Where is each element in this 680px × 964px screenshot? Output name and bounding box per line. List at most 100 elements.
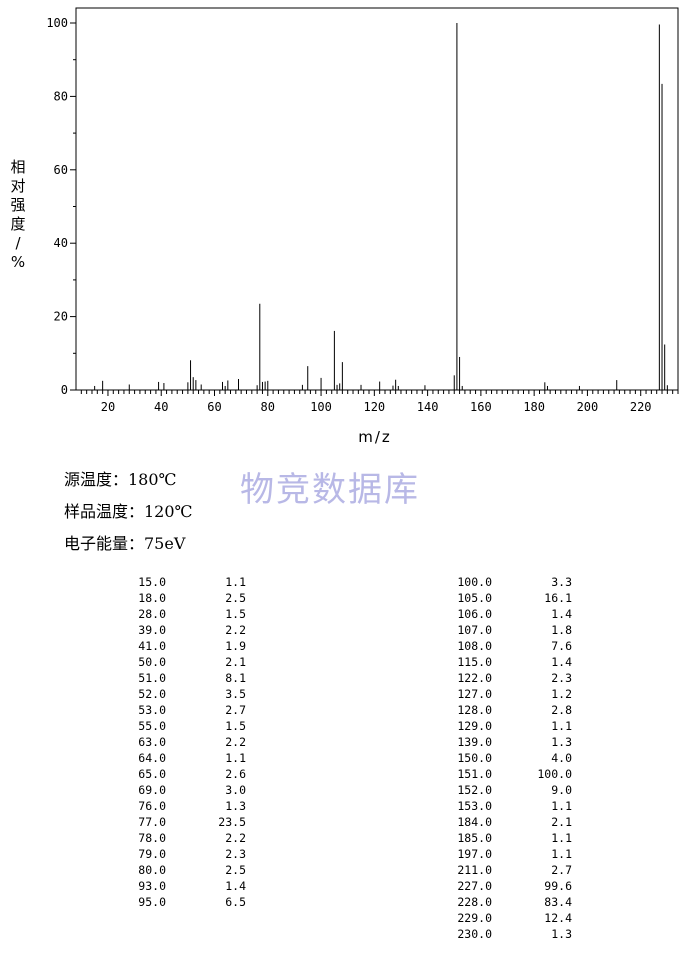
y-tick-label: 0: [61, 383, 68, 397]
peak-intensity: 1.1: [551, 719, 572, 733]
peak-mz: 107.0: [457, 623, 492, 637]
peak-mz: 64.0: [138, 751, 166, 765]
peak-mz: 79.0: [138, 847, 166, 861]
peak-row: 139.0 1.3: [428, 734, 572, 750]
peak-row: 151.0 100.0: [428, 766, 572, 782]
x-tick-label: 80: [261, 400, 275, 414]
electron-energy: 电子能量：75eV: [64, 534, 186, 553]
sample-temperature: 样品温度：120℃: [64, 502, 193, 521]
peak-mz: 50.0: [138, 655, 166, 669]
peak-mz: 93.0: [138, 879, 166, 893]
x-tick-label: 40: [154, 400, 168, 414]
peak-row: 50.0 2.1: [102, 654, 246, 670]
watermark: 物竞数据库: [240, 470, 420, 510]
peak-row: 122.0 2.3: [428, 670, 572, 686]
peak-mz: 63.0: [138, 735, 166, 749]
peak-row: 229.0 12.4: [428, 910, 572, 926]
x-axis: 20 40 60 80 100 120 140 160 180 200 220: [80, 390, 679, 414]
peak-row: 128.0 2.8: [428, 702, 572, 718]
peak-mz: 129.0: [457, 719, 492, 733]
peak-row: 65.0 2.6: [102, 766, 246, 782]
y-axis-label-char: 强: [10, 196, 26, 214]
peak-row: 228.0 83.4: [428, 894, 572, 910]
peak-mz: 106.0: [457, 607, 492, 621]
x-tick-label: 180: [523, 400, 545, 414]
peak-row: 105.0 16.1: [428, 590, 572, 606]
x-axis-label: m/z: [358, 428, 392, 446]
peak-intensity: 2.2: [225, 623, 246, 637]
source-temperature: 源温度：180℃: [64, 470, 177, 489]
y-tick-label: 20: [54, 310, 68, 324]
x-tick-label: 200: [577, 400, 599, 414]
peak-mz: 211.0: [457, 863, 492, 877]
peak-mz: 108.0: [457, 639, 492, 653]
peak-mz: 95.0: [138, 895, 166, 909]
y-axis: 0 20 40 60 80 100: [46, 16, 76, 397]
peak-row: 55.0 1.5: [102, 718, 246, 734]
peak-mz: 230.0: [457, 927, 492, 941]
peak-row: 64.0 1.1: [102, 750, 246, 766]
peak-mz: 105.0: [457, 591, 492, 605]
peak-intensity: 1.5: [225, 607, 246, 621]
peak-intensity: 100.0: [537, 767, 572, 781]
peak-mz: 41.0: [138, 639, 166, 653]
peak-intensity: 2.3: [225, 847, 246, 861]
y-axis-label-char: /: [15, 234, 21, 252]
peak-mz: 77.0: [138, 815, 166, 829]
peak-intensity: 2.8: [551, 703, 572, 717]
peak-intensity: 3.3: [551, 575, 572, 589]
peak-row: 80.0 2.5: [102, 862, 246, 878]
peak-row: 76.0 1.3: [102, 798, 246, 814]
x-tick-label: 60: [207, 400, 221, 414]
peak-intensity: 7.6: [551, 639, 572, 653]
peak-intensity: 1.1: [551, 847, 572, 861]
peak-row: 77.0 23.5: [102, 814, 246, 830]
x-tick-label: 160: [470, 400, 492, 414]
peak-intensity: 12.4: [544, 911, 572, 925]
peak-row: 127.0 1.2: [428, 686, 572, 702]
peak-row: 53.0 2.7: [102, 702, 246, 718]
peak-intensity: 99.6: [544, 879, 572, 893]
peak-intensity: 3.5: [225, 687, 246, 701]
peak-row: 41.0 1.9: [102, 638, 246, 654]
y-tick-label: 80: [54, 89, 68, 103]
peak-intensity: 2.7: [225, 703, 246, 717]
peak-mz: 28.0: [138, 607, 166, 621]
peak-mz: 127.0: [457, 687, 492, 701]
peak-mz: 18.0: [138, 591, 166, 605]
peak-mz: 51.0: [138, 671, 166, 685]
peak-row: 15.0 1.1: [102, 574, 246, 590]
peak-intensity: 1.3: [551, 927, 572, 941]
peak-intensity: 1.4: [551, 655, 572, 669]
x-tick-label: 120: [363, 400, 385, 414]
peak-row: 79.0 2.3: [102, 846, 246, 862]
peak-mz: 122.0: [457, 671, 492, 685]
peak-mz: 115.0: [457, 655, 492, 669]
peak-intensity: 3.0: [225, 783, 246, 797]
peak-intensity: 2.5: [225, 591, 246, 605]
peak-row: 115.0 1.4: [428, 654, 572, 670]
peak-mz: 227.0: [457, 879, 492, 893]
peak-mz: 39.0: [138, 623, 166, 637]
peak-row: 28.0 1.5: [102, 606, 246, 622]
peak-intensity: 2.1: [225, 655, 246, 669]
peak-row: 100.0 3.3: [428, 574, 572, 590]
peak-intensity: 2.2: [225, 735, 246, 749]
peak-intensity: 1.3: [551, 735, 572, 749]
peak-row: 93.0 1.4: [102, 878, 246, 894]
y-axis-label: 相对强度 /%: [8, 158, 28, 272]
peak-row: 106.0 1.4: [428, 606, 572, 622]
plot-frame: [75, 7, 679, 391]
peak-row: 129.0 1.1: [428, 718, 572, 734]
y-tick-label: 100: [46, 16, 68, 30]
peak-mz: 184.0: [457, 815, 492, 829]
peak-row: 152.0 9.0: [428, 782, 572, 798]
peak-intensity: 1.1: [225, 751, 246, 765]
peak-intensity: 1.4: [225, 879, 246, 893]
y-axis-label-char: 度: [10, 215, 26, 233]
peak-mz: 52.0: [138, 687, 166, 701]
peak-table-right: 100.0 3.3 105.0 16.1 106.0 1.4 107.0 1.8 108.0 7.…: [428, 574, 572, 942]
peak-mz: 152.0: [457, 783, 492, 797]
peak-mz: 69.0: [138, 783, 166, 797]
